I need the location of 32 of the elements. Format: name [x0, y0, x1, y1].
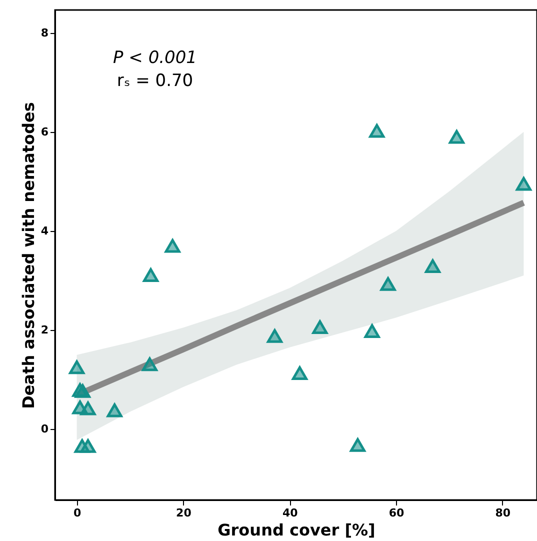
- x-axis-title: Ground cover [%]: [218, 520, 376, 540]
- annotation: rₛ = 0.70: [116, 71, 194, 91]
- y-tick-label: 4: [40, 224, 49, 238]
- point: [312, 320, 328, 334]
- point: [80, 439, 96, 453]
- point: [292, 366, 308, 380]
- point: [106, 403, 122, 418]
- point: [364, 324, 380, 338]
- x-tick-label: 80: [495, 506, 511, 520]
- x-tick-label: 60: [388, 506, 405, 520]
- x-tick-label: 20: [176, 506, 192, 520]
- point: [80, 401, 96, 416]
- point: [74, 384, 90, 398]
- y-tick-label: 2: [40, 324, 48, 337]
- y-axis-title: Death associated with nematodes: [18, 102, 38, 409]
- point: [350, 438, 366, 452]
- y-tick-label: 8: [40, 26, 48, 40]
- y-tick-label: 0: [40, 422, 49, 436]
- annotation: P < 0.001: [113, 48, 197, 68]
- point: [142, 357, 158, 372]
- point: [380, 277, 396, 291]
- point: [266, 329, 282, 343]
- point: [448, 130, 464, 144]
- point: [369, 124, 385, 138]
- y-tick-label: 6: [40, 125, 49, 138]
- point: [424, 259, 440, 274]
- point: [516, 177, 532, 191]
- x-tick-label: 0: [73, 506, 82, 520]
- point: [142, 268, 159, 282]
- point: [164, 238, 180, 253]
- x-tick-label: 40: [282, 506, 298, 520]
- point: [69, 360, 85, 374]
